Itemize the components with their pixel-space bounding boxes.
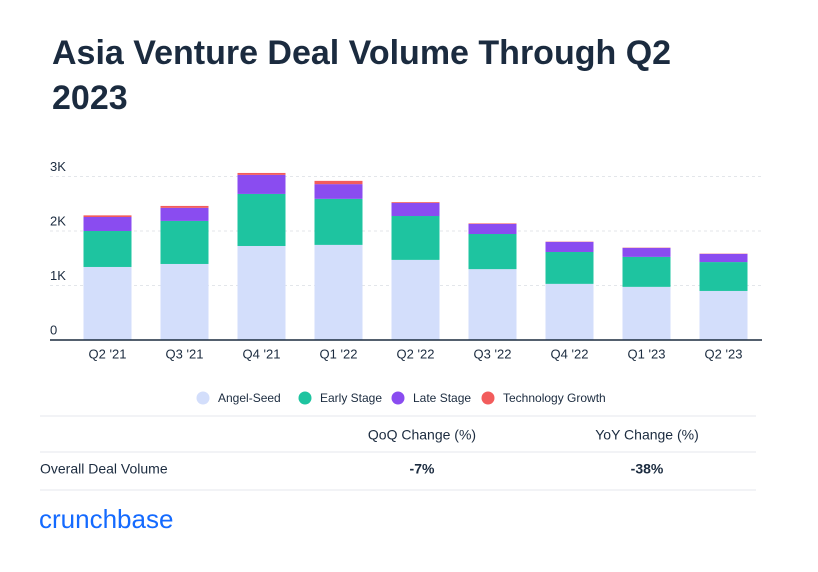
legend-label: Late Stage <box>413 391 471 405</box>
legend-marker <box>299 392 312 405</box>
bar-segment <box>161 206 209 208</box>
bar-segment <box>84 217 132 231</box>
bar-segment <box>623 248 671 257</box>
bar-segment <box>392 202 440 203</box>
bar-segment <box>238 194 286 246</box>
bar-segment <box>84 215 132 217</box>
legend-label: Early Stage <box>320 391 382 405</box>
bar-segment <box>469 269 517 340</box>
bar-segment <box>161 221 209 264</box>
bar-segment <box>469 223 517 224</box>
legend-marker <box>482 392 495 405</box>
x-tick-label: Q3 '21 <box>166 346 204 361</box>
y-tick-label: 2K <box>50 213 66 228</box>
x-tick-label: Q4 '22 <box>551 346 589 361</box>
bar-segment <box>238 246 286 340</box>
bar-segment <box>623 287 671 340</box>
bar-segment <box>315 245 363 340</box>
table-cell: -38% <box>631 461 664 477</box>
bar-segment <box>161 208 209 221</box>
bar-segment <box>700 291 748 340</box>
y-tick-label: 3K <box>50 159 66 174</box>
bar-segment <box>315 199 363 245</box>
x-tick-label: Q4 '21 <box>243 346 281 361</box>
bar-segment <box>623 257 671 287</box>
bar-segment <box>238 175 286 194</box>
bar-segment <box>392 216 440 260</box>
x-tick-label: Q1 '23 <box>628 346 666 361</box>
table-header: YoY Change (%) <box>595 427 699 443</box>
bar-segment <box>546 284 594 340</box>
bar-segment <box>315 181 363 184</box>
legend-marker <box>197 392 210 405</box>
bar-segment <box>161 264 209 340</box>
legend-marker <box>392 392 405 405</box>
legend-label: Angel-Seed <box>218 391 281 405</box>
bar-segment <box>469 224 517 234</box>
x-tick-label: Q2 '22 <box>397 346 435 361</box>
bar-segment <box>546 242 594 252</box>
bar-segment <box>84 231 132 267</box>
brand-logo: crunchbase <box>39 504 173 534</box>
y-tick-label: 1K <box>50 268 66 283</box>
bar-segment <box>469 234 517 269</box>
x-tick-label: Q3 '22 <box>474 346 512 361</box>
table-header: QoQ Change (%) <box>368 427 476 443</box>
y-tick-label: 0 <box>50 322 57 337</box>
row-label: Overall Deal Volume <box>40 461 168 477</box>
legend-label: Technology Growth <box>503 391 606 405</box>
table-cell: -7% <box>410 461 435 477</box>
bar-segment <box>546 252 594 284</box>
bar-segment <box>392 203 440 216</box>
x-tick-label: Q2 '23 <box>705 346 743 361</box>
bar-segment <box>700 262 748 291</box>
bar-segment <box>315 184 363 199</box>
bar-segment <box>238 173 286 175</box>
bar-segment <box>84 267 132 340</box>
bar-segment <box>700 254 748 262</box>
bar-segment <box>392 260 440 340</box>
x-tick-label: Q1 '22 <box>320 346 358 361</box>
x-tick-label: Q2 '21 <box>89 346 127 361</box>
